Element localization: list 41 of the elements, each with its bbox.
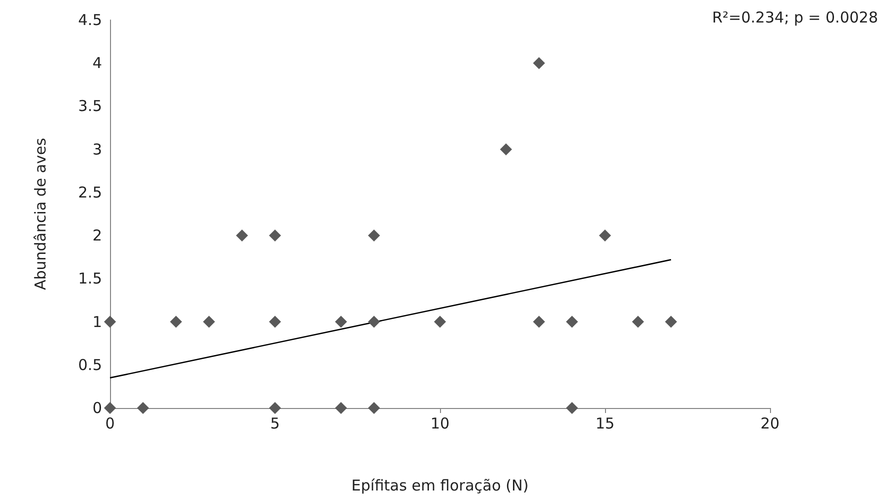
y-tick-label: 0: [92, 399, 102, 417]
point: [137, 402, 149, 414]
point: [269, 316, 281, 328]
x-tick-label: 20: [760, 414, 780, 432]
point: [632, 316, 644, 328]
point: [665, 316, 677, 328]
point: [203, 316, 215, 328]
y-tick-label: 3.5: [78, 97, 102, 116]
y-tick-label: 4: [92, 54, 102, 72]
x-tick-label: 0: [105, 414, 115, 432]
point: [269, 230, 281, 242]
y-tick-label: 0.5: [78, 356, 102, 374]
point: [269, 402, 281, 414]
point: [533, 316, 545, 328]
point: [368, 230, 380, 242]
point: [335, 316, 347, 328]
point: [500, 143, 512, 156]
y-tick-label: 3: [92, 140, 102, 158]
point: [236, 230, 248, 242]
point: [335, 402, 347, 414]
y-tick-label: 4.5: [78, 11, 102, 29]
x-axis-title: Epífitas em floração (N): [351, 476, 529, 494]
y-tick-label: 1.5: [78, 270, 102, 288]
y-axis-title: Abundância de aves: [32, 138, 50, 290]
point: [368, 316, 380, 328]
point: [434, 316, 446, 328]
x-tick-label: 15: [595, 414, 615, 432]
point: [170, 316, 182, 328]
x-tick-label: 10: [430, 414, 450, 432]
annotation: R²=0.234; p = 0.0028: [712, 8, 878, 26]
point: [566, 402, 578, 414]
x-tick-label: 5: [270, 414, 280, 432]
y-tick-label: 2.5: [78, 183, 102, 202]
point: [533, 57, 545, 70]
point: [368, 402, 380, 414]
point: [104, 316, 116, 328]
point: [104, 402, 116, 414]
point: [599, 230, 611, 242]
point: [566, 316, 578, 328]
y-tick-label: 2: [92, 226, 102, 245]
y-tick-label: 1: [92, 312, 102, 331]
